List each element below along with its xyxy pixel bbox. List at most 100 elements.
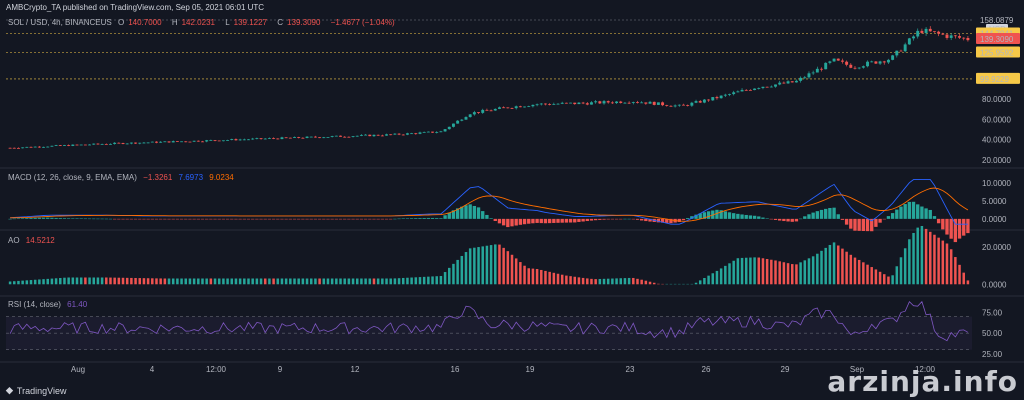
macd-hist-bar — [8, 218, 12, 220]
macd-hist-bar — [485, 214, 489, 219]
time-axis-tick: 19 — [526, 365, 535, 374]
footer-brand[interactable]: ◆ TradingView — [6, 385, 66, 396]
price-axis-tick: 60.0000 — [982, 115, 1011, 124]
candle-body — [932, 31, 936, 33]
macd-hist-bar — [267, 218, 272, 220]
macd-hist-bar — [815, 211, 820, 219]
price-label-current: 139.3090 — [980, 35, 1014, 44]
candle-body — [627, 102, 631, 104]
macd-hist-bar — [255, 218, 259, 220]
candle-body — [259, 138, 263, 139]
candle-body — [117, 142, 121, 144]
candle-body — [581, 102, 585, 104]
candle-body — [443, 129, 447, 132]
macd-hist-bar — [514, 218, 518, 226]
candle-body — [673, 105, 677, 107]
macd-hist-bar — [418, 218, 422, 219]
candle-body — [807, 73, 811, 78]
macd-hist-bar — [903, 204, 907, 219]
macd-hist-bar — [619, 218, 623, 220]
candle-body — [594, 101, 598, 103]
macd-hist-bar — [510, 218, 514, 227]
macd-hist-bar — [698, 213, 702, 219]
candle-body — [33, 146, 37, 148]
candle-body — [272, 138, 276, 139]
macd-hist-bar — [129, 218, 134, 220]
macd-hist-bar — [606, 218, 610, 220]
candle-body — [481, 109, 485, 113]
candle-body — [648, 101, 652, 104]
candle-body — [891, 55, 895, 60]
macd-hist-bar — [301, 218, 305, 220]
candle-body — [351, 136, 355, 137]
candle-body — [25, 146, 29, 148]
macd-hist-bar — [585, 218, 589, 222]
rsi-title: RSI (14, close) — [8, 300, 61, 309]
macd-hist-bar — [907, 201, 912, 219]
candle-body — [71, 144, 75, 146]
macd-hist-bar — [593, 218, 598, 221]
candle-body — [514, 106, 518, 109]
macd-hist-bar — [778, 218, 782, 221]
candle-body — [585, 103, 589, 105]
macd-hist-bar — [560, 218, 564, 223]
rsi-line — [9, 300, 969, 342]
macd-hist-bar — [338, 218, 343, 220]
candle-body — [125, 143, 129, 145]
candle-body — [405, 133, 409, 135]
high-value: H 142.0231 — [171, 18, 215, 27]
macd-hist-bar — [573, 218, 577, 223]
candle-body — [368, 134, 372, 137]
candle-body — [37, 146, 41, 148]
macd-hist-bar — [384, 218, 389, 220]
candle-body — [468, 114, 472, 118]
macd-hist-bar — [481, 211, 485, 219]
macd-hist-bar — [874, 218, 878, 227]
macd-hist-bar — [33, 217, 37, 219]
candle-body — [247, 139, 250, 141]
candle-body — [113, 142, 117, 144]
macd-hist-bar — [234, 218, 238, 220]
macd-hist-bar — [690, 216, 694, 219]
macd-hist-bar — [464, 205, 468, 219]
macd-hist-bar — [121, 218, 125, 220]
candle-body — [100, 143, 104, 145]
candle-body — [109, 143, 112, 145]
macd-hist-bar — [196, 218, 200, 220]
time-axis-tick: 23 — [626, 365, 635, 374]
candle-body — [686, 105, 690, 106]
macd-hist-bar — [242, 218, 246, 220]
macd-hist-bar — [535, 218, 539, 223]
candle-body — [878, 61, 882, 64]
macd-hist-bar — [100, 218, 104, 220]
macd-hist-bar — [744, 214, 748, 219]
candle-body — [636, 102, 639, 103]
candle-body — [376, 134, 380, 136]
candle-body — [895, 50, 899, 56]
candle-body — [221, 140, 225, 142]
macd-hist-bar — [957, 218, 962, 239]
ao-title: AO — [8, 236, 20, 245]
candle-body — [276, 138, 280, 140]
time-axis-tick: 26 — [702, 365, 711, 374]
macd-hist-bar — [824, 208, 828, 219]
candle-body — [255, 138, 259, 139]
time-axis-tick: 12 — [351, 365, 360, 374]
macd-hist-bar — [79, 218, 83, 220]
macd-hist-bar — [857, 218, 861, 231]
tradingview-logo-icon: ◆ — [6, 385, 13, 395]
macd-hist-bar — [41, 217, 46, 219]
time-axis-tick: 9 — [278, 365, 283, 374]
candle-body — [79, 144, 83, 146]
macd-title: MACD (12, 26, close, 9, EMA, EMA) — [8, 173, 137, 182]
macd-hist-bar — [882, 218, 886, 220]
macd-hist-bar — [945, 218, 949, 235]
candle-body — [67, 145, 71, 146]
candle-body — [196, 140, 200, 142]
candle-body — [435, 132, 439, 133]
candle-body — [598, 101, 602, 104]
macd-hist-bar — [953, 218, 958, 243]
candle-body — [518, 106, 522, 108]
candle-body — [155, 141, 158, 143]
